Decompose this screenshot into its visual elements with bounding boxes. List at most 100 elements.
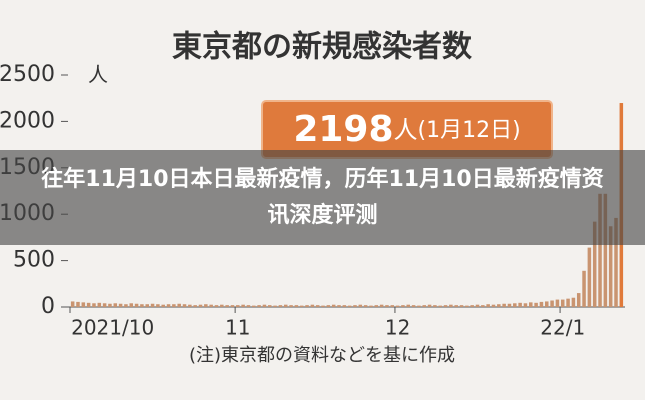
bar	[385, 305, 389, 307]
annotation-date: (1月12日)	[418, 118, 521, 143]
overlay-banner: 往年11月10日本日最新疫情，历年11月10日最新疫情资讯深度评测	[0, 150, 645, 245]
bar	[262, 304, 267, 307]
bar	[182, 304, 187, 307]
bar	[513, 303, 517, 307]
bar	[443, 305, 448, 307]
source-note: (注)東京都の資料などを基に作成	[189, 345, 455, 366]
y-tick-label: 2000	[0, 108, 55, 133]
bar	[257, 305, 261, 307]
bar	[550, 300, 554, 307]
x-tick-label: 12	[385, 316, 410, 340]
bar	[278, 305, 283, 307]
bar	[129, 303, 134, 307]
bar	[358, 304, 363, 307]
chart-title: 東京都の新規感染者数	[172, 30, 473, 65]
bar	[502, 303, 506, 307]
overlay-text: 往年11月10日本日最新疫情，历年11月10日最新疫情资讯深度评测	[41, 166, 604, 228]
bar	[545, 301, 549, 307]
bar	[161, 304, 165, 307]
bar	[177, 303, 181, 307]
bar	[518, 302, 522, 307]
bar	[92, 303, 96, 307]
y-tick-label: 500	[13, 248, 55, 273]
bar	[331, 304, 336, 307]
bar	[225, 305, 229, 307]
bar	[582, 270, 586, 307]
bar	[587, 247, 592, 307]
bar	[369, 305, 373, 307]
bar	[534, 302, 538, 307]
bar	[592, 221, 597, 307]
bar	[598, 193, 602, 307]
bar	[465, 305, 469, 307]
bar	[209, 304, 213, 307]
bar	[342, 305, 347, 307]
bar	[470, 305, 474, 307]
annotation-unit: 人	[394, 116, 418, 144]
bar	[433, 305, 437, 307]
bar	[438, 305, 442, 307]
bar	[411, 305, 416, 307]
bar	[379, 304, 384, 307]
bar	[417, 305, 421, 307]
bar	[401, 305, 405, 307]
bar	[337, 305, 341, 307]
bar	[486, 304, 490, 307]
bar	[523, 303, 528, 307]
bar	[347, 305, 352, 307]
bar	[134, 303, 139, 307]
bar	[310, 304, 315, 307]
bar	[118, 303, 123, 307]
bar	[97, 302, 102, 307]
bar	[166, 304, 171, 307]
bar	[406, 304, 411, 307]
bar	[188, 304, 192, 307]
bar	[86, 302, 91, 307]
bar	[172, 304, 176, 307]
bar	[315, 305, 320, 307]
bar	[230, 305, 235, 307]
bar	[198, 304, 203, 307]
annotation-value: 2198	[293, 109, 393, 150]
bar	[102, 303, 107, 307]
bar	[555, 299, 560, 307]
bar	[539, 301, 544, 307]
bar	[614, 217, 618, 307]
bar	[140, 304, 144, 307]
x-tick-label: 2021/10	[71, 316, 154, 340]
bar	[113, 303, 118, 307]
bar	[497, 304, 501, 307]
bar	[70, 301, 75, 307]
x-tick-label: 11	[225, 316, 250, 340]
bar	[289, 305, 293, 307]
y-tick-label: 0	[41, 294, 55, 319]
bar	[108, 303, 112, 307]
bar	[571, 297, 576, 307]
x-tick-label: 22/1	[540, 316, 585, 340]
bar	[124, 304, 128, 307]
bar	[283, 304, 288, 307]
bar	[566, 298, 570, 307]
bar	[363, 305, 368, 307]
bar	[236, 305, 240, 307]
bar	[268, 305, 272, 307]
bar	[150, 303, 155, 307]
bar	[81, 302, 86, 307]
bar	[576, 293, 581, 307]
bar	[353, 305, 357, 307]
bar	[220, 304, 224, 307]
bar	[145, 304, 149, 307]
y-axis-label: 人	[88, 63, 108, 87]
bar	[246, 305, 251, 307]
bar	[76, 301, 80, 307]
bar	[204, 304, 208, 307]
bar	[481, 305, 485, 307]
bar	[475, 304, 480, 307]
bar	[507, 303, 512, 307]
bar	[326, 305, 331, 307]
y-tick-label: 2500	[0, 62, 55, 87]
bar	[422, 305, 426, 307]
bar	[459, 305, 464, 307]
